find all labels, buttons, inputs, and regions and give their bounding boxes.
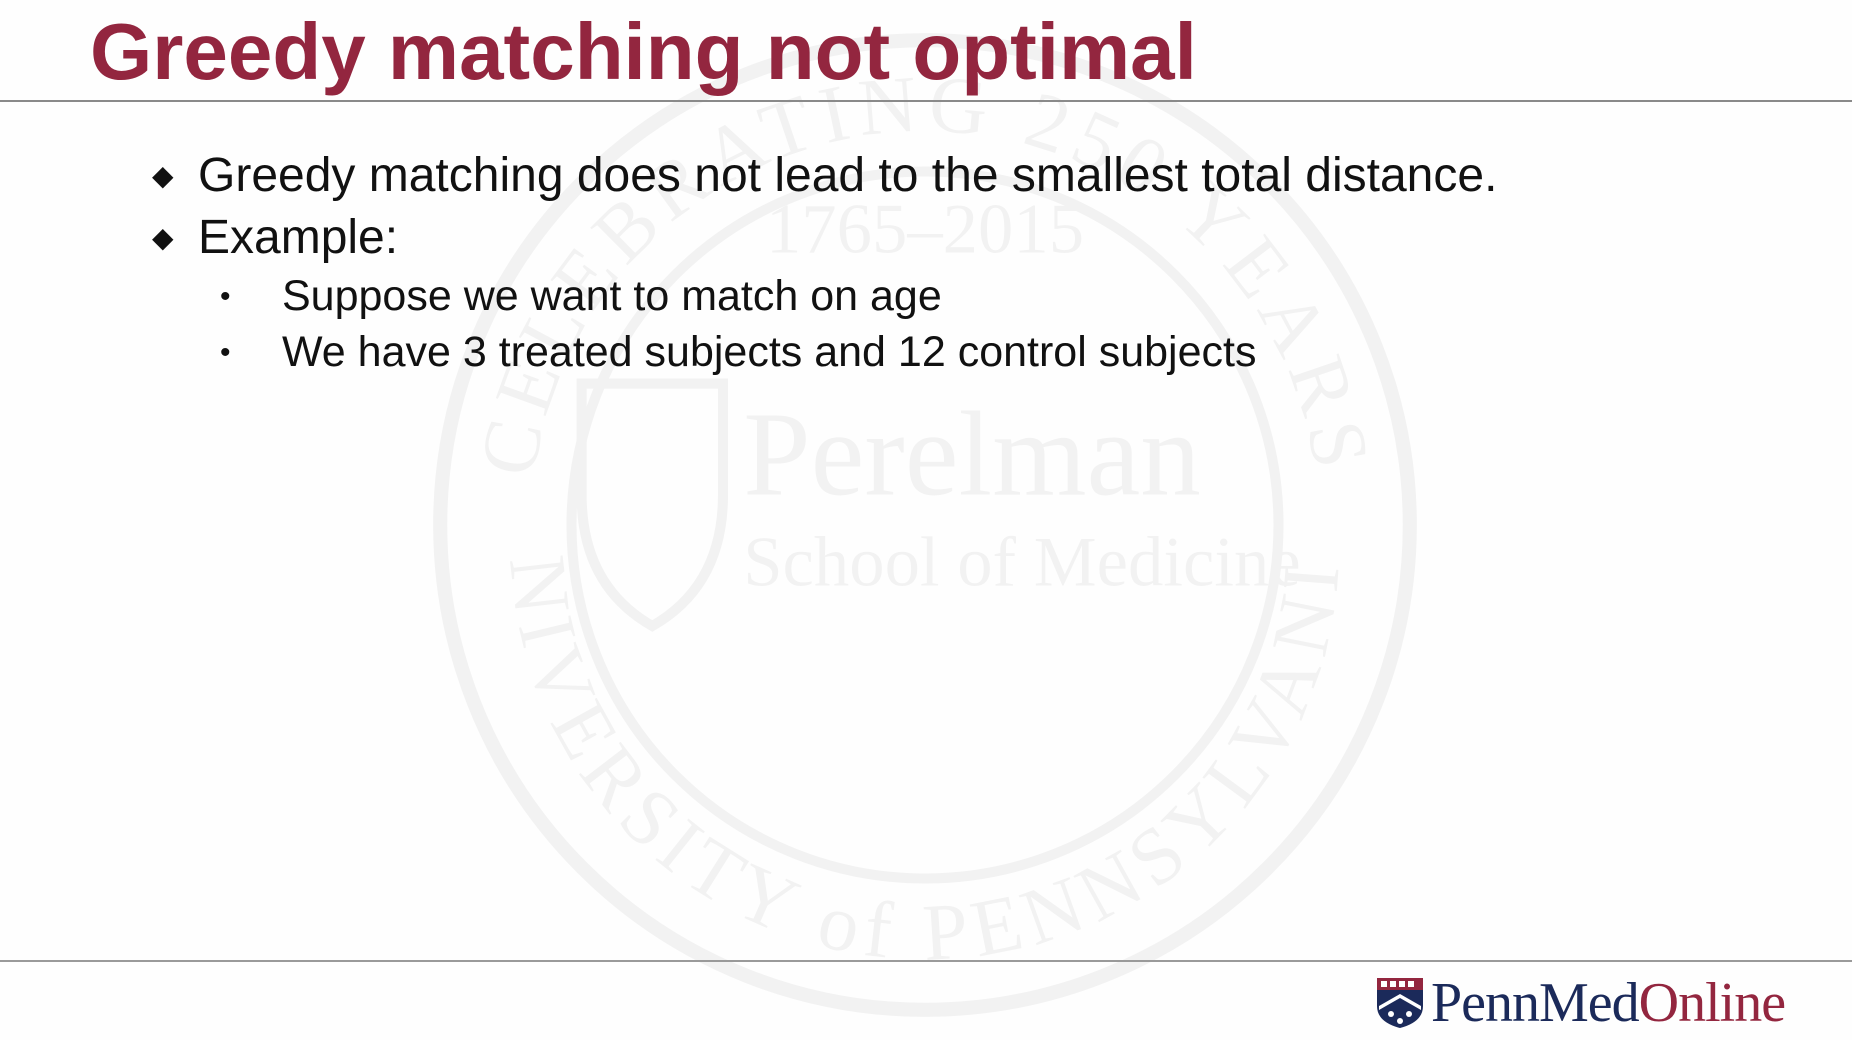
sub-bullet-item: • We have 3 treated subjects and 12 contr… (220, 326, 1256, 379)
logo-text-pennmed: PennMed (1431, 972, 1640, 1034)
footer-divider (0, 960, 1852, 962)
seal-name: Perelman (743, 388, 1201, 522)
sub-bullet-text: Suppose we want to match on age (282, 272, 942, 320)
bullet-text: Example: (198, 211, 399, 264)
title-divider (0, 100, 1852, 102)
diamond-bullet-icon: ◆ (152, 160, 174, 191)
sub-bullet-text: We have 3 treated subjects and 12 contro… (282, 328, 1257, 376)
bullet-item: ◆ Greedy matching does not lead to the sm… (152, 148, 1497, 204)
diamond-bullet-icon: ◆ (152, 222, 174, 253)
dot-bullet-icon: • (220, 336, 231, 369)
dot-bullet-icon: • (220, 280, 231, 313)
seal-shield-icon (576, 378, 729, 632)
penn-shield-icon (1377, 978, 1423, 1028)
pennmedonline-logo: PennMed Online (1375, 972, 1786, 1034)
logo-text-online: Online (1638, 972, 1786, 1034)
seal-subtitle: School of Medicine (743, 524, 1301, 602)
slide-title: Greedy matching not optimal (90, 7, 1197, 96)
sub-bullet-item: • Suppose we want to match on age (220, 270, 942, 323)
bullet-item: ◆ Example: (152, 210, 398, 266)
bullet-text: Greedy matching does not lead to the sma… (198, 149, 1498, 202)
